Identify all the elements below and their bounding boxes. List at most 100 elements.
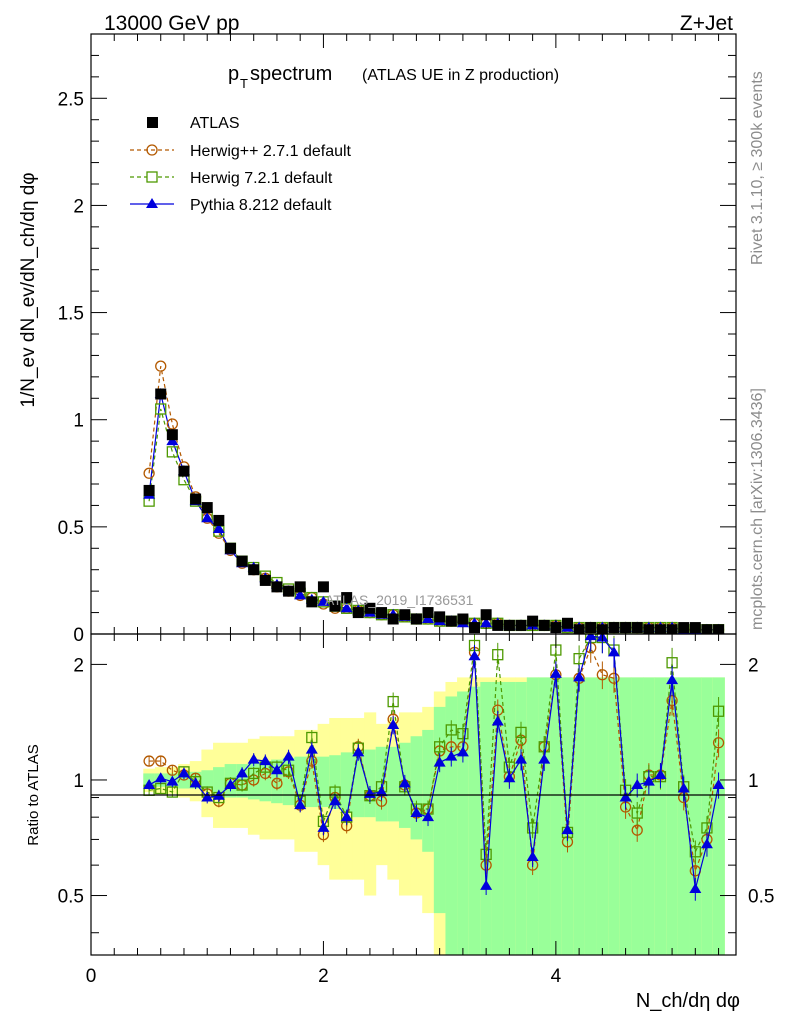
- ratio-point-herwig7: [712, 705, 725, 717]
- ratio-point-herwigpp: [631, 824, 643, 836]
- point-atlas: [631, 622, 643, 634]
- band-inner-bin: [433, 706, 446, 914]
- ratio-point-pythia: [305, 743, 318, 754]
- point-atlas: [503, 619, 515, 631]
- band-inner-bin: [550, 677, 563, 955]
- plot-title: p T spectrum (ATLAS UE in Z production): [228, 63, 559, 91]
- point-atlas: [364, 602, 376, 614]
- title-p: p: [228, 63, 239, 85]
- top-ylabel-text: 1/N_ev dN_ev/dN_ch/dη dφ: [18, 172, 39, 407]
- band-inner-bin: [515, 681, 528, 955]
- point-atlas: [469, 622, 481, 634]
- point-atlas: [294, 581, 306, 593]
- point-atlas: [515, 619, 527, 631]
- legend-marker-herwigpp: [146, 144, 158, 156]
- ratio-point-pythia: [468, 650, 481, 661]
- ratio-point-pythia: [584, 634, 597, 641]
- ratio-point-herwig7: [631, 807, 643, 819]
- band-inner-bin: [619, 677, 632, 955]
- legend-label-pythia: Pythia 8.212 default: [190, 197, 332, 214]
- main-panel-frame: [90, 33, 737, 635]
- ratio-point-herwig7: [480, 848, 492, 861]
- analysis-watermark: ATLAS_2019_I1736531: [325, 592, 474, 608]
- top-ylabel: 1/N_ev dN_ev/dN_ch/dη dφ: [18, 172, 39, 407]
- point-pythia: [212, 523, 225, 533]
- top-y-tick-label: 2: [73, 196, 84, 217]
- ratio-point-pythia: [247, 753, 260, 764]
- legend-marker-pythia: [146, 198, 158, 208]
- ratio-point-herwig7: [457, 728, 469, 740]
- point-atlas: [352, 607, 364, 619]
- ratio-point-pythia: [491, 715, 504, 726]
- bottom-ylabel: Ratio to ATLAS: [25, 744, 42, 845]
- ratio-point-pythia: [259, 755, 272, 766]
- ratio-point-herwig7: [515, 726, 527, 739]
- point-pythia: [480, 617, 493, 628]
- ratio-point-pythia: [154, 772, 167, 783]
- point-atlas: [387, 613, 399, 625]
- ratio-point-pythia: [433, 756, 446, 767]
- point-atlas: [410, 613, 422, 625]
- point-pythia: [340, 602, 353, 613]
- point-atlas: [527, 615, 539, 627]
- point-pythia: [294, 589, 307, 600]
- ratio-point-pythia: [619, 791, 632, 802]
- point-atlas: [166, 429, 178, 441]
- legend-marker-herwig7: [146, 171, 158, 183]
- axis-ticks: 0 2 4 0 0.5 1 1.5 2 2.5 0.5 0.5 1 1 2 2: [58, 33, 774, 987]
- ratio-y-tick-label-left: 2: [73, 655, 84, 676]
- ratio-point-herwig7: [282, 764, 295, 776]
- ratio-point-herwig7: [248, 767, 260, 780]
- ratio-point-pythia: [352, 746, 365, 757]
- point-atlas: [457, 613, 469, 625]
- ratio-point-pythia: [189, 777, 202, 788]
- ratio-point-pythia: [410, 807, 423, 818]
- ratio-point-pythia: [340, 811, 353, 822]
- point-atlas: [341, 592, 353, 604]
- ratio-point-pythia: [143, 779, 156, 790]
- band-inner-bin: [561, 677, 574, 955]
- ratio-point-herwigpp: [596, 669, 609, 681]
- band-inner-bin: [422, 729, 435, 852]
- ratio-point-pythia: [236, 767, 249, 778]
- point-atlas: [143, 484, 155, 496]
- ratio-point-pythia: [456, 746, 469, 757]
- point-atlas: [224, 542, 236, 554]
- point-atlas: [434, 611, 446, 623]
- band-inner-bin: [410, 736, 423, 840]
- xlabel: N_ch/dη dφ: [636, 990, 740, 1012]
- legend-marker-atlas: [147, 117, 158, 128]
- ratio-point-pythia: [445, 750, 458, 761]
- band-inner-bin: [445, 696, 458, 955]
- ratio-point-pythia: [549, 667, 562, 678]
- band-inner-bin: [364, 749, 377, 818]
- title-spectrum: spectrum: [250, 63, 332, 85]
- ratio-y-tick-label-left: 1: [73, 771, 84, 792]
- point-herwig7: [155, 403, 167, 415]
- band-inner-bin: [526, 677, 539, 955]
- band-inner-bin: [387, 746, 400, 822]
- point-atlas: [271, 581, 283, 593]
- band-inner-bin: [468, 686, 481, 955]
- ratio-y-tick-label-right: 1: [748, 771, 759, 792]
- top-y-tick-label: 1: [73, 411, 84, 432]
- band-inner-bin: [666, 677, 679, 955]
- point-atlas: [259, 574, 271, 586]
- point-atlas: [422, 607, 434, 619]
- point-atlas: [399, 609, 411, 621]
- ratio-point-herwigpp: [608, 672, 620, 684]
- ratio-point-herwigpp: [271, 777, 283, 789]
- ratio-point-pythia: [538, 753, 551, 764]
- point-pythia: [201, 512, 214, 523]
- x-tick-label: 0: [86, 966, 97, 987]
- band-inner-bin: [538, 677, 551, 955]
- band-inner-bin: [201, 770, 214, 791]
- ratio-point-pythia: [329, 795, 342, 806]
- point-herwigpp: [143, 467, 155, 479]
- point-atlas: [538, 619, 550, 631]
- point-pythia: [317, 595, 330, 606]
- ratio-point-pythia: [294, 799, 307, 810]
- ratio-point-pythia: [177, 767, 190, 778]
- ratio-point-herwigpp: [166, 764, 179, 776]
- ratio-uncertainty-band: [143, 677, 725, 955]
